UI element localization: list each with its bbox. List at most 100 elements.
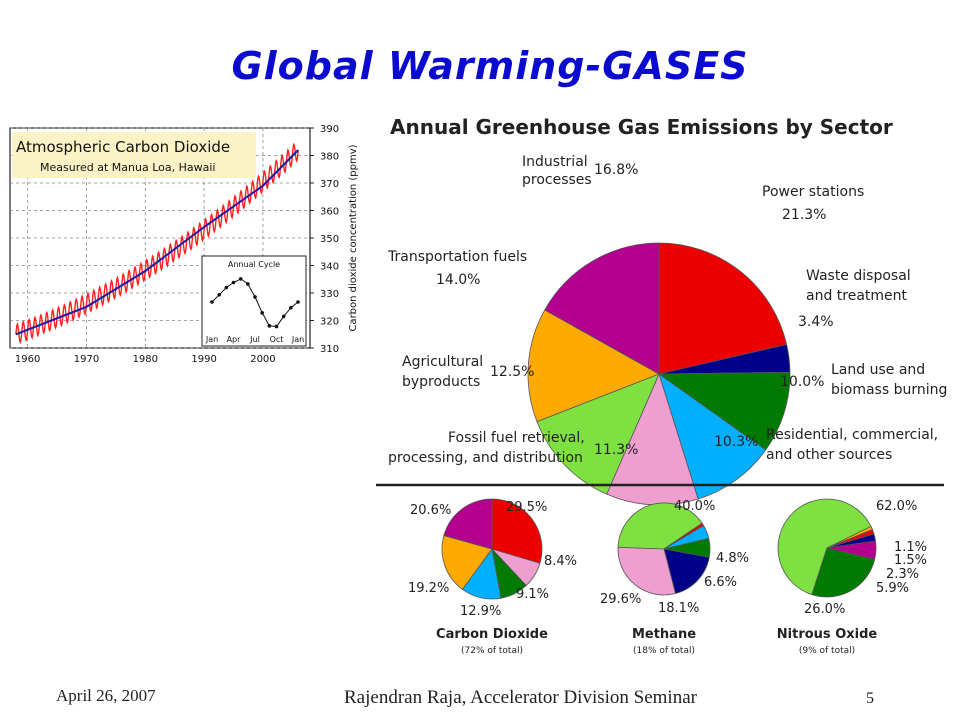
label-power-1: Power stations (762, 184, 864, 200)
co2-y-ticks: 390 380 370 360 350 340 330 320 310 (310, 124, 339, 355)
methane-pie-slice (617, 502, 703, 550)
co2-x-ticks: 1960 1970 1980 1990 2000 (15, 354, 276, 365)
annual-cycle-point (231, 280, 236, 285)
label-power-pct: 21.3% (782, 207, 826, 223)
annual-cycle-point (217, 292, 221, 297)
annual-cycle-point (246, 282, 250, 286)
slide-title: Global Warming-GASES (231, 44, 749, 88)
ch4-pct-agri: 40.0% (674, 499, 715, 514)
co2-pie (441, 498, 543, 600)
label-waste-pct: 3.4% (798, 314, 834, 330)
label-res-1: Residential, commercial, (766, 427, 938, 443)
inset-x-ticks: Jan Apr Jul Oct Jan (205, 335, 304, 344)
main-pie-slice (657, 371, 791, 451)
annual-cycle-point (296, 300, 300, 304)
n2o-pct-agri: 62.0% (876, 499, 917, 514)
label-res-pct: 10.3% (714, 434, 758, 450)
co2-y-tick-label: 370 (320, 179, 339, 190)
co2-chart-subtitle: Measured at Manua Loa, Hawaii (40, 161, 215, 174)
label-agri-pct: 12.5% (490, 364, 534, 380)
co2-x-tick-label: 2000 (250, 354, 275, 365)
page-number: 5 (866, 690, 874, 707)
inset-x-tick-label: Jan (291, 335, 304, 344)
annual-cycle-point (267, 324, 272, 328)
co2-y-tick-label: 330 (320, 289, 339, 300)
label-industrial-pct: 16.8% (594, 162, 638, 178)
co2-concentration-chart: Atmospheric Carbon Dioxide Measured at M… (9, 124, 359, 365)
methane-pie-slice (663, 548, 710, 595)
annual-cycle-point (289, 305, 293, 310)
main-pie-slice (536, 373, 660, 495)
co2-x-tick-label: 1980 (133, 354, 158, 365)
label-res-2: and other sources (766, 447, 892, 463)
main-pie-slice (658, 372, 767, 500)
inset-title: Annual Cycle (228, 260, 280, 269)
label-waste-1: Waste disposal (806, 268, 911, 284)
co2-trend-series (15, 149, 299, 336)
n2o-pct-industrial: 5.9% (876, 581, 909, 596)
annual-cycle-inset (201, 255, 307, 347)
inset-x-tick-label: Jan (205, 335, 218, 344)
co2-y-axis-label: Carbon dioxide concentration (ppmv) (348, 144, 359, 331)
label-agri-1: Agricultural (402, 354, 483, 370)
co2-pct-power: 29.5% (506, 500, 547, 515)
main-pie-slice (527, 309, 660, 423)
main-pie (527, 242, 791, 506)
ch4-pie-subtitle: (18% of total) (633, 646, 695, 656)
co2-pie-title: Carbon Dioxide (436, 627, 548, 642)
n2o-pct-waste: 2.3% (886, 567, 919, 582)
annual-cycle-point (238, 277, 243, 281)
label-transport-1: Transportation fuels (387, 249, 527, 265)
co2-pie-subtitle: (72% of total) (461, 646, 523, 656)
label-land-2: biomass burning (831, 382, 947, 398)
n2o-pie-subtitle: (9% of total) (799, 646, 855, 656)
label-industrial-1: Industrial (522, 154, 588, 170)
inset-x-tick-label: Jul (249, 335, 260, 344)
label-land-1: Land use and (831, 362, 925, 378)
sector-chart-title: Annual Greenhouse Gas Emissions by Secto… (390, 115, 893, 139)
annual-cycle-point (281, 314, 286, 319)
co2-chart-title: Atmospheric Carbon Dioxide (16, 138, 230, 156)
annual-cycle-point (260, 311, 264, 315)
co2-pct-land: 9.1% (516, 587, 549, 602)
co2-y-tick-label: 390 (320, 124, 339, 135)
nitrous-oxide-pie-slice (811, 547, 876, 598)
annual-cycle-point (224, 285, 229, 290)
ch4-pct-fossil: 29.6% (600, 592, 641, 607)
label-transport-pct: 14.0% (436, 272, 480, 288)
co2-pct-residential: 12.9% (460, 604, 501, 619)
n2o-pie-title: Nitrous Oxide (777, 627, 878, 642)
ch4-pie-title: Methane (632, 627, 696, 642)
co2-y-tick-label: 380 (320, 152, 339, 163)
annual-cycle-point (210, 300, 214, 304)
co2-pie-slice (441, 535, 493, 590)
ch4-pct-residential: 4.8% (716, 551, 749, 566)
n2o-pct-land: 26.0% (804, 602, 845, 617)
main-pie-slice (658, 242, 788, 375)
methane-pie-slice (617, 546, 676, 596)
co2-y-tick-label: 340 (320, 262, 339, 273)
nitrous-oxide-pie-slice (777, 498, 872, 596)
co2-y-tick-label: 310 (320, 344, 339, 355)
inset-x-tick-label: Oct (270, 335, 284, 344)
co2-title-box (12, 132, 256, 178)
co2-pct-fossil: 8.4% (544, 554, 577, 569)
main-pie-slice (544, 242, 660, 375)
emissions-by-sector-chart: Annual Greenhouse Gas Emissions by Secto… (376, 115, 947, 656)
label-industrial-2: processes (522, 172, 592, 188)
n2o-pct-power: 1.5% (894, 553, 927, 568)
annual-cycle-points (210, 277, 300, 329)
co2-x-tick-label: 1990 (191, 354, 216, 365)
label-fossil-pct: 11.3% (594, 442, 638, 458)
nitrous-oxide-pie (777, 498, 877, 598)
footer-author: Rajendran Raja, Accelerator Division Sem… (344, 687, 697, 708)
co2-x-tick-label: 1960 (15, 354, 40, 365)
label-agri-2: byproducts (402, 374, 480, 390)
co2-pie-slice (443, 498, 493, 550)
label-land-pct: 10.0% (780, 374, 824, 390)
label-fossil-2: processing, and distribution (388, 450, 583, 466)
co2-x-tick-label: 1970 (74, 354, 99, 365)
n2o-pct-transport: 1.1% (894, 540, 927, 555)
co2-pie-slice (491, 498, 543, 564)
co2-y-tick-label: 360 (320, 207, 339, 218)
